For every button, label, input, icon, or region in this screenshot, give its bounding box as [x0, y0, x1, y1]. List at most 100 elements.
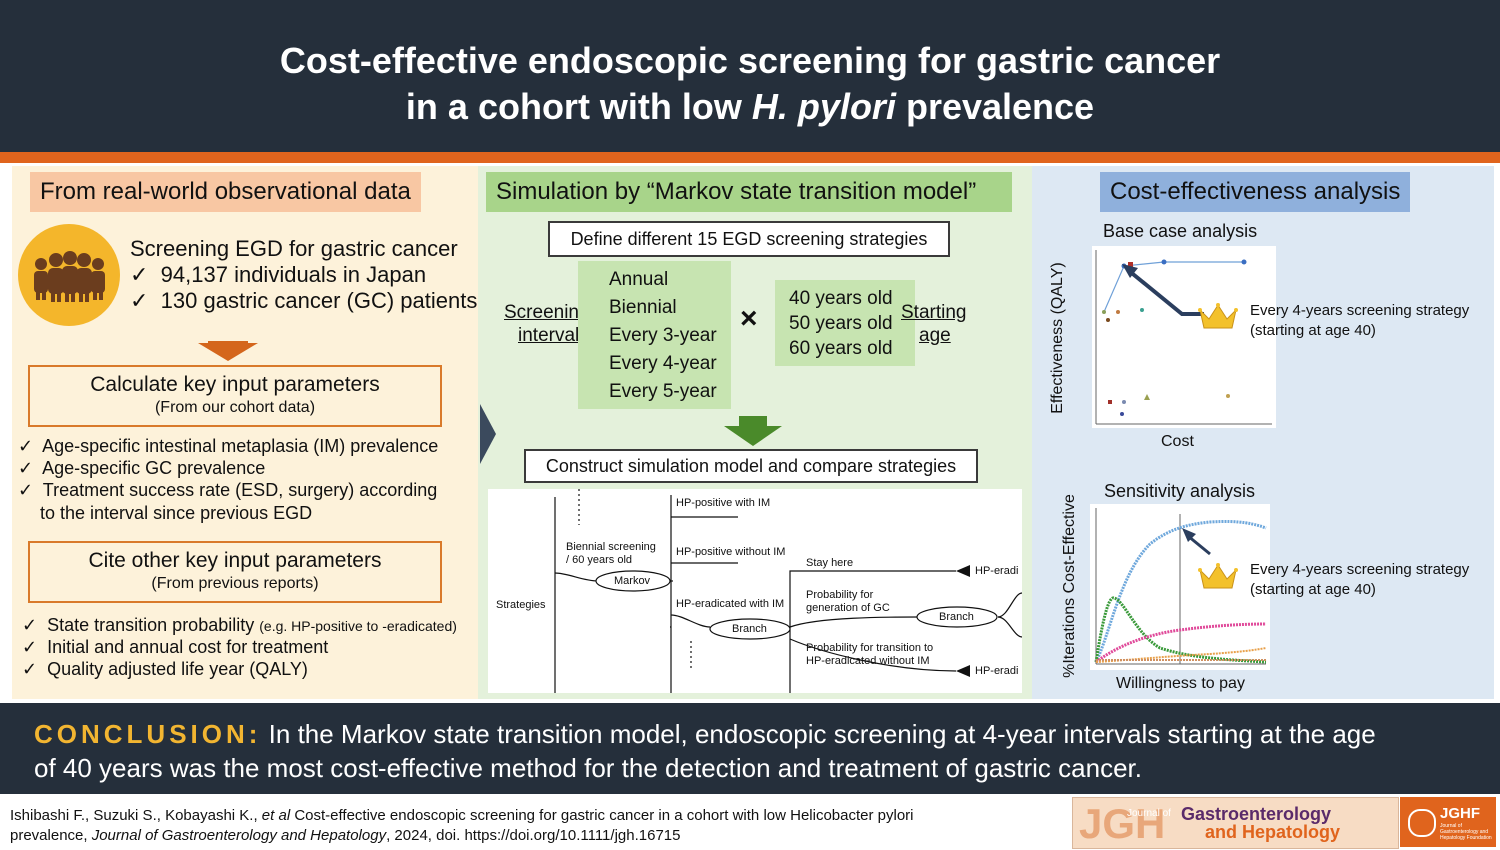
define-strategies-box: Define different 15 EGD screening strate…: [548, 221, 950, 257]
callout-best-strategy: Every 4-years screening strategy: [1250, 302, 1470, 319]
screening-item: ✓ 130 gastric cancer (GC) patients: [130, 288, 478, 313]
header: Cost-effective endoscopic screening for …: [0, 0, 1500, 152]
citation-line-1: Ishibashi F., Suzuki S., Kobayashi K., e…: [10, 807, 914, 824]
sensitivity-plot: [1090, 504, 1270, 670]
tree-prob-gc: generation of GC: [806, 602, 890, 614]
tree-state: HP-positive with IM: [676, 497, 771, 509]
tree-prob-transition: Probability for transition to: [806, 642, 934, 654]
crown-icon: [1198, 562, 1238, 597]
chevron-right-icon: [480, 404, 496, 464]
jgh-logo-gastro: Gastroenterology: [1181, 804, 1332, 824]
calc-item: to the interval since previous EGD: [40, 503, 313, 523]
scatter-point: [1140, 308, 1144, 312]
scatter-point: [1120, 412, 1124, 416]
interval-option: Every 5-year: [609, 381, 717, 402]
markov-node: [595, 570, 671, 592]
calc-params-title: Calculate key input parameters: [90, 373, 380, 396]
interval-option: Every 4-year: [609, 353, 717, 374]
title-line-1: Cost-effective endoscopic screening for …: [279, 40, 1221, 81]
age-option: 40 years old: [789, 288, 893, 309]
sensitivity-ylabel: %Iterations Cost-Effective: [1061, 494, 1078, 678]
age-options: 40 years old 50 years old 60 years old: [775, 280, 915, 366]
interval-options: Annual Biennial Every 3-year Every 4-yea…: [578, 261, 731, 409]
age-option: 50 years old: [789, 313, 893, 334]
cite-params-subtitle: (From previous reports): [151, 575, 319, 592]
age-option: 60 years old: [789, 338, 893, 359]
panel-title-observational: From real-world observational data: [30, 172, 421, 212]
calc-params-subtitle: (From our cohort data): [154, 399, 316, 416]
tree-label-biennial: Biennial screening: [566, 541, 656, 553]
panel-markov-simulation: Simulation by “Markov state transition m…: [478, 166, 1032, 699]
tree-state: HP-eradi: [975, 565, 1019, 577]
tree-prob-gc: Probability for: [806, 589, 874, 601]
screening-interval-label: Screening: [504, 302, 590, 323]
scatter-point: [1122, 400, 1126, 404]
callout-best-strategy: Every 4-years screening strategy: [1250, 561, 1470, 578]
tree-state: HP-eradicated with IM: [676, 598, 785, 610]
panel-title-markov: Simulation by “Markov state transition m…: [486, 172, 1012, 212]
base-case-plot: [1092, 246, 1276, 428]
down-arrow-icon: [724, 416, 782, 451]
tree-label-strategies: Strategies: [496, 599, 546, 611]
crown-icon: [1198, 302, 1238, 337]
base-case-ylabel: Effectiveness (QALY): [1049, 262, 1066, 414]
cite-params-title: Cite other key input parameters: [88, 549, 382, 572]
conclusion-line-1: CONCLUSION: In the Markov state transiti…: [34, 719, 1376, 749]
scatter-point: [1226, 394, 1230, 398]
scatter-point: [1116, 310, 1120, 314]
times-symbol: ×: [740, 302, 758, 335]
branch-node: [916, 606, 998, 628]
pointer-arrow-icon: [1126, 268, 1204, 316]
construct-model-box: Construct simulation model and compare s…: [524, 449, 978, 483]
interval-option: Annual: [609, 269, 669, 290]
callout-best-strategy: (starting at age 40): [1250, 581, 1376, 598]
pointer-arrow-icon: [1187, 534, 1211, 556]
base-case-title: Base case analysis: [1103, 221, 1258, 241]
conclusion-band: CONCLUSION: In the Markov state transiti…: [0, 703, 1500, 794]
scatter-point: [1161, 259, 1167, 265]
calc-item: ✓ Age-specific intestinal metaplasia (IM…: [18, 436, 439, 456]
cite-item: ✓ State transition probability (e.g. HP-…: [22, 615, 457, 635]
callout-best-strategy: (starting at age 40): [1250, 322, 1376, 339]
jgh-logo-letters: JGH: [1079, 800, 1166, 847]
citation-line-2: prevalence, Journal of Gastroenterology …: [10, 827, 681, 844]
tree-state: HP-positive without IM: [676, 546, 786, 558]
starting-age-label: Starting: [901, 302, 967, 323]
tree-node-markov: Markov: [614, 575, 651, 587]
scatter-point: [1108, 400, 1112, 404]
jgh-logo: JGH Journal of Gastroenterology and Hepa…: [1072, 797, 1399, 849]
jghf-logo: JGHF Journal of Gastroenterology and Hep…: [1400, 797, 1496, 847]
tree-node-branch: Branch: [939, 611, 974, 623]
scatter-point: [1102, 310, 1106, 314]
panel-cost-effectiveness: Cost-effectiveness analysis Base case an…: [1032, 166, 1494, 699]
tree-node-branch: Branch: [732, 623, 767, 635]
scatter-point: [1106, 318, 1110, 322]
calc-item: ✓ Age-specific GC prevalence: [18, 458, 266, 478]
screening-interval-label: interval: [518, 325, 580, 346]
header-accent-bar: [0, 152, 1500, 163]
calc-item: ✓ Treatment success rate (ESD, surgery) …: [18, 480, 438, 500]
title-line-2: in a cohort with low H. pylori prevalenc…: [405, 86, 1095, 127]
sensitivity-xlabel: Willingness to pay: [1116, 675, 1245, 692]
conclusion-line-2: of 40 years was the most cost-effective …: [34, 753, 1142, 783]
tree-label-biennial: / 60 years old: [566, 554, 633, 566]
panel-title-cost-effectiveness: Cost-effectiveness analysis: [1100, 172, 1411, 212]
markov-decision-tree: Strategies Biennial screening / 60 years…: [488, 489, 1022, 693]
branch-node: [709, 618, 791, 640]
jghf-emblem-icon: [1408, 809, 1436, 837]
conclusion-label: CONCLUSION:: [34, 719, 262, 749]
jgh-logo-journal-of: Journal of: [1127, 808, 1171, 819]
jghf-logo-small: Journal of Gastroenterology and Hepatolo…: [1440, 823, 1492, 841]
screening-title: Screening EGD for gastric cancer: [130, 236, 458, 261]
interval-option: Every 3-year: [609, 325, 717, 346]
people-group-icon: [18, 224, 120, 326]
jgh-logo-hepato: and Hepatology: [1205, 822, 1341, 842]
cite-params-box: Cite other key input parameters (From pr…: [28, 541, 442, 603]
base-case-xlabel: Cost: [1161, 433, 1194, 450]
cite-item: ✓ Initial and annual cost for treatment: [22, 637, 329, 657]
interval-option: Biennial: [609, 297, 677, 318]
scatter-point: [1144, 394, 1150, 400]
jghf-logo-text: JGHF: [1440, 805, 1481, 822]
starting-age-label: age: [919, 325, 951, 346]
scatter-point: [1241, 259, 1247, 265]
